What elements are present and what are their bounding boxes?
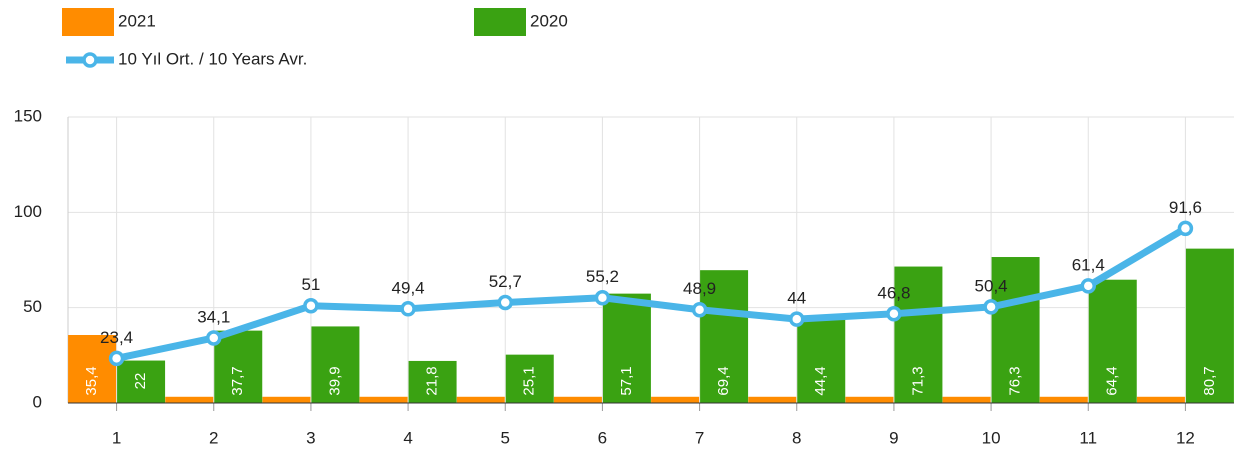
x-tick-label: 2 <box>209 428 218 447</box>
bar <box>894 266 943 404</box>
bar <box>942 396 991 404</box>
bar-value-label: 25,1 <box>521 366 538 395</box>
line-value-label: 61,4 <box>1072 255 1105 274</box>
bar <box>651 396 700 404</box>
bar-value-label: 80,7 <box>1201 366 1218 395</box>
bar <box>991 257 1040 404</box>
line-marker <box>206 330 222 346</box>
line-marker <box>1177 220 1194 237</box>
y-tick-label: 100 <box>14 202 42 221</box>
x-tick-label: 3 <box>306 428 315 447</box>
x-tick-label: 11 <box>1079 428 1097 447</box>
bar-value-label: 35,4 <box>83 366 100 395</box>
line-value-label: 34,1 <box>197 307 230 326</box>
bar-value-label: 22 <box>132 373 149 390</box>
line-value-label: 48,9 <box>683 279 716 298</box>
line-marker <box>497 294 513 311</box>
line-value-label: 55,2 <box>586 267 619 286</box>
line-marker <box>594 290 611 306</box>
bar <box>68 335 117 404</box>
bar <box>1088 279 1137 404</box>
bar <box>214 330 263 404</box>
x-tick-label: 1 <box>112 428 121 447</box>
bar-value-label: 21,8 <box>424 366 441 395</box>
bar <box>1185 248 1234 404</box>
bar <box>262 396 311 404</box>
legend-marker <box>82 52 98 68</box>
x-tick-label: 8 <box>792 428 801 447</box>
bar-value-label: 37,7 <box>229 366 246 395</box>
line-marker <box>691 302 708 318</box>
bar <box>553 396 602 404</box>
bar <box>456 396 505 404</box>
legend-swatch <box>474 8 526 36</box>
bar <box>165 396 214 404</box>
bar <box>602 293 651 404</box>
bar-value-label: 71,3 <box>909 366 926 395</box>
bar <box>1039 396 1088 404</box>
line-series <box>115 225 1188 362</box>
x-tick-label: 5 <box>501 428 510 447</box>
line-value-label: 44 <box>787 289 806 308</box>
line-marker <box>1080 278 1096 294</box>
line-value-label: 52,7 <box>489 272 522 291</box>
bar <box>797 317 846 404</box>
line-value-label: 23,4 <box>100 328 133 347</box>
bar-value-label: 44,4 <box>812 366 829 395</box>
bar <box>748 396 797 404</box>
x-tick-label: 10 <box>982 428 1001 447</box>
line-marker <box>886 306 902 322</box>
bar-value-label: 39,9 <box>326 366 343 395</box>
legend-label: 2020 <box>530 11 568 30</box>
x-tick-label: 12 <box>1176 428 1195 447</box>
y-tick-label: 50 <box>23 297 42 316</box>
x-tick-label: 9 <box>889 428 898 447</box>
bar <box>505 354 554 404</box>
legend-swatch <box>62 8 114 36</box>
line-marker <box>983 299 999 315</box>
x-tick-label: 4 <box>403 428 412 447</box>
line-value-label: 49,4 <box>392 278 425 297</box>
bar <box>117 360 166 404</box>
legend-label: 2021 <box>118 11 156 30</box>
line-value-label: 51 <box>301 275 320 294</box>
bar-value-label: 69,4 <box>715 366 732 395</box>
x-tick-label: 7 <box>695 428 704 447</box>
line-value-label: 46,8 <box>877 283 910 302</box>
bar <box>700 270 749 404</box>
line-value-label: 91,6 <box>1169 198 1202 217</box>
line-marker <box>400 301 416 317</box>
legend-label: 10 Yıl Ort. / 10 Years Avr. <box>118 49 307 68</box>
y-tick-label: 150 <box>14 106 42 125</box>
y-tick-label: 0 <box>33 392 42 411</box>
line-value-label: 50,4 <box>975 276 1008 295</box>
bar <box>845 396 894 404</box>
bar-value-label: 64,4 <box>1104 366 1121 395</box>
line-marker <box>789 311 805 327</box>
bar <box>359 396 408 404</box>
line-marker <box>108 350 125 367</box>
line-marker <box>303 298 319 314</box>
bar <box>311 326 360 404</box>
bar-value-label: 57,1 <box>618 366 635 395</box>
bar <box>1136 396 1185 404</box>
x-tick-label: 6 <box>598 428 607 447</box>
bar-value-label: 76,3 <box>1007 366 1024 395</box>
